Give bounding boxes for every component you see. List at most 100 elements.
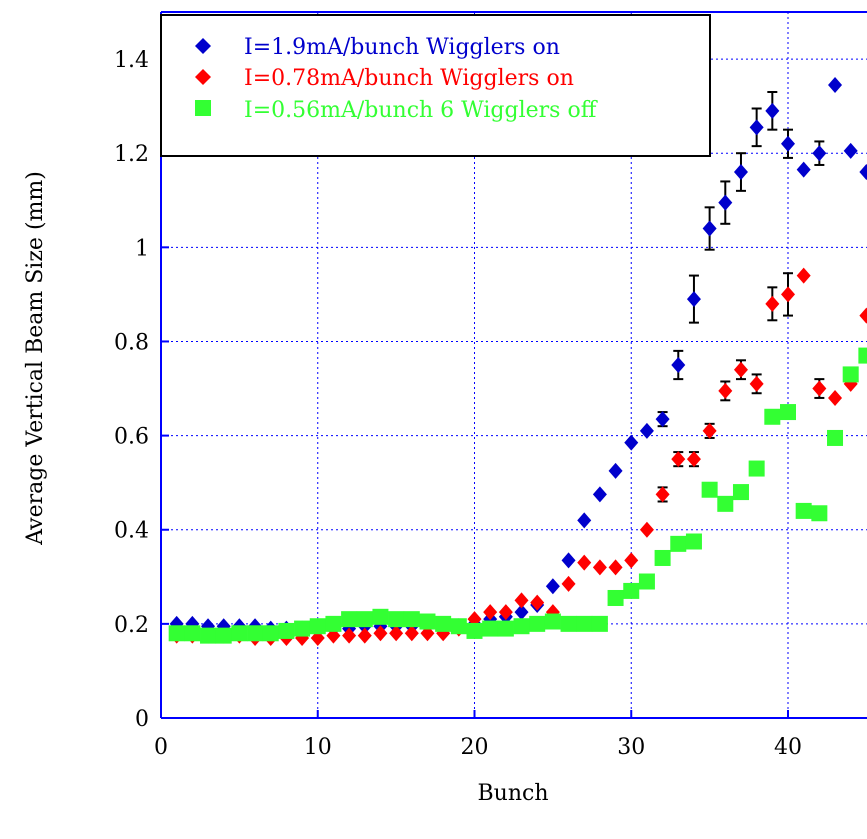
- data-point: [811, 505, 828, 522]
- legend-box: [160, 14, 711, 157]
- data-point: [608, 559, 623, 576]
- data-point: [624, 434, 639, 451]
- x-axis-title: Bunch: [478, 781, 549, 806]
- data-point: [781, 286, 795, 303]
- data-point: [592, 559, 607, 576]
- data-point: [702, 422, 717, 439]
- data-point: [796, 267, 811, 284]
- data-point: [638, 573, 655, 590]
- data-point: [655, 411, 670, 428]
- data-point: [764, 408, 781, 425]
- data-point: [514, 592, 529, 609]
- x-tick-label: 0: [154, 735, 168, 760]
- data-point: [780, 404, 796, 421]
- data-point: [859, 164, 867, 181]
- data-point: [749, 375, 764, 392]
- y-tick-label: 0.8: [114, 330, 149, 355]
- data-point: [247, 625, 264, 642]
- data-point: [168, 625, 185, 642]
- data-point: [498, 604, 513, 621]
- data-point: [592, 486, 607, 503]
- data-point: [623, 582, 640, 599]
- legend-marker-3: [195, 100, 211, 116]
- data-point: [765, 295, 780, 312]
- data-point: [858, 347, 867, 364]
- data-point: [389, 625, 404, 642]
- data-point: [576, 615, 593, 632]
- series-3: [168, 347, 867, 644]
- data-point: [577, 554, 592, 571]
- x-tick-label: 40: [774, 735, 802, 760]
- data-point: [624, 552, 639, 569]
- data-point: [513, 618, 530, 635]
- data-point: [419, 613, 436, 630]
- legend-entry-2: I=0.78mA/bunch Wigglers on: [195, 66, 574, 91]
- y-tick-label: 1: [135, 236, 149, 261]
- data-point: [545, 578, 560, 595]
- data-point: [670, 535, 687, 552]
- data-point: [702, 220, 717, 237]
- legend: I=1.9mA/bunch Wigglers on I=0.78mA/bunch…: [160, 14, 711, 157]
- data-point: [685, 533, 702, 550]
- data-point: [544, 613, 561, 630]
- legend-marker-1: [195, 38, 211, 54]
- data-point: [482, 620, 499, 637]
- data-point: [608, 462, 623, 479]
- data-point: [215, 627, 232, 644]
- y-tick-label: 0.6: [114, 425, 149, 450]
- data-point: [843, 142, 858, 159]
- data-point: [795, 502, 812, 519]
- data-point: [718, 382, 733, 399]
- data-point: [812, 380, 827, 397]
- legend-label-2: I=0.78mA/bunch Wigglers on: [244, 66, 574, 91]
- data-point: [561, 552, 576, 569]
- data-point: [357, 627, 372, 644]
- data-point: [781, 135, 795, 152]
- data-point: [342, 627, 357, 644]
- data-point: [278, 622, 295, 639]
- data-point: [309, 618, 326, 635]
- data-point: [842, 366, 859, 383]
- data-point: [827, 429, 844, 446]
- y-tick-label: 0.4: [114, 519, 149, 544]
- data-point: [341, 611, 358, 628]
- data-point: [404, 625, 419, 642]
- x-tick-label: 10: [304, 735, 332, 760]
- data-point: [671, 357, 686, 373]
- data-point: [294, 620, 311, 637]
- data-point: [701, 481, 718, 498]
- y-axis-title: Average Vertical Beam Size (mm): [23, 171, 48, 546]
- data-point: [796, 161, 811, 178]
- data-point: [325, 615, 342, 632]
- legend-label-3: I=0.56mA/bunch 6 Wigglers off: [244, 98, 598, 123]
- x-tick-label: 20: [461, 735, 489, 760]
- legend-entry-1: I=1.9mA/bunch Wigglers on: [195, 35, 560, 60]
- y-tick-label: 0.2: [114, 613, 149, 638]
- data-point: [748, 460, 765, 477]
- data-point: [812, 145, 827, 162]
- data-point: [200, 627, 217, 644]
- data-point: [184, 625, 201, 642]
- data-point: [403, 611, 420, 628]
- data-point: [717, 495, 734, 512]
- y-tick-label: 0: [135, 707, 149, 732]
- data-point: [718, 194, 733, 211]
- data-point: [607, 589, 624, 606]
- data-point: [859, 307, 867, 324]
- data-point: [749, 119, 764, 136]
- y-tick-label: 1.2: [114, 142, 149, 167]
- data-point: [262, 625, 279, 642]
- legend-label-1: I=1.9mA/bunch Wigglers on: [244, 35, 560, 60]
- series-layer: [168, 76, 867, 646]
- data-point: [372, 608, 389, 625]
- data-point: [591, 615, 608, 632]
- legend-marker-2: [195, 69, 211, 85]
- data-point: [765, 102, 780, 119]
- data-point: [560, 615, 577, 632]
- data-point: [497, 620, 514, 637]
- data-point: [514, 604, 529, 621]
- x-tick-label: 30: [617, 735, 645, 760]
- data-point: [686, 451, 701, 468]
- data-point: [671, 451, 686, 468]
